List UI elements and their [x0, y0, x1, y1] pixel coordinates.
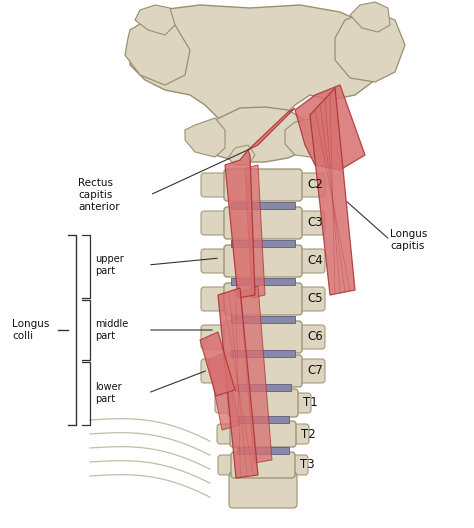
FancyBboxPatch shape — [217, 424, 241, 444]
Polygon shape — [310, 88, 355, 295]
Polygon shape — [285, 118, 330, 158]
FancyBboxPatch shape — [231, 452, 295, 478]
Polygon shape — [130, 5, 390, 135]
Text: Longus
capitis: Longus capitis — [390, 229, 428, 251]
Bar — [235, 384, 291, 391]
FancyBboxPatch shape — [285, 424, 309, 444]
Text: T2: T2 — [301, 428, 316, 440]
FancyBboxPatch shape — [287, 393, 311, 413]
FancyBboxPatch shape — [218, 455, 242, 475]
Text: C5: C5 — [307, 293, 323, 306]
Polygon shape — [228, 145, 255, 165]
FancyBboxPatch shape — [201, 287, 235, 311]
Polygon shape — [135, 5, 175, 35]
Bar — [237, 447, 289, 454]
Polygon shape — [218, 288, 258, 478]
Bar — [237, 416, 290, 423]
FancyBboxPatch shape — [201, 211, 235, 235]
Polygon shape — [295, 85, 365, 170]
Text: C6: C6 — [307, 331, 323, 344]
Polygon shape — [350, 2, 390, 32]
Text: T1: T1 — [303, 397, 318, 410]
FancyBboxPatch shape — [291, 249, 325, 273]
FancyBboxPatch shape — [229, 472, 297, 508]
Polygon shape — [240, 286, 272, 463]
FancyBboxPatch shape — [201, 173, 235, 197]
Polygon shape — [200, 332, 235, 396]
FancyBboxPatch shape — [291, 359, 325, 383]
FancyBboxPatch shape — [230, 421, 296, 447]
FancyBboxPatch shape — [201, 325, 235, 349]
Text: T3: T3 — [300, 458, 315, 472]
Polygon shape — [208, 353, 240, 430]
Bar — [231, 278, 295, 285]
Polygon shape — [185, 118, 225, 157]
FancyBboxPatch shape — [291, 173, 325, 197]
FancyBboxPatch shape — [224, 321, 302, 353]
FancyBboxPatch shape — [291, 211, 325, 235]
FancyBboxPatch shape — [215, 393, 239, 413]
FancyBboxPatch shape — [201, 359, 235, 383]
Bar — [231, 202, 295, 209]
Text: C3: C3 — [307, 216, 323, 230]
FancyBboxPatch shape — [228, 389, 298, 417]
FancyBboxPatch shape — [201, 249, 235, 273]
FancyBboxPatch shape — [224, 207, 302, 239]
Text: C2: C2 — [307, 178, 323, 192]
Text: Longus
colli: Longus colli — [12, 319, 49, 341]
Polygon shape — [125, 15, 190, 85]
Polygon shape — [245, 165, 265, 298]
FancyBboxPatch shape — [291, 325, 325, 349]
Bar — [231, 316, 295, 323]
Bar — [231, 350, 295, 357]
Text: middle
part: middle part — [95, 319, 128, 341]
Polygon shape — [208, 107, 310, 162]
Bar — [231, 240, 295, 247]
Polygon shape — [335, 10, 405, 82]
Text: Rectus
capitis
anterior: Rectus capitis anterior — [78, 178, 119, 212]
FancyBboxPatch shape — [224, 355, 302, 387]
FancyBboxPatch shape — [224, 169, 302, 201]
Text: lower
part: lower part — [95, 382, 122, 404]
Text: C7: C7 — [307, 364, 323, 378]
Polygon shape — [248, 108, 295, 150]
Polygon shape — [225, 150, 255, 298]
FancyBboxPatch shape — [284, 455, 308, 475]
Text: C4: C4 — [307, 254, 323, 268]
FancyBboxPatch shape — [291, 287, 325, 311]
FancyBboxPatch shape — [224, 245, 302, 277]
Text: upper
part: upper part — [95, 254, 124, 276]
FancyBboxPatch shape — [224, 283, 302, 315]
